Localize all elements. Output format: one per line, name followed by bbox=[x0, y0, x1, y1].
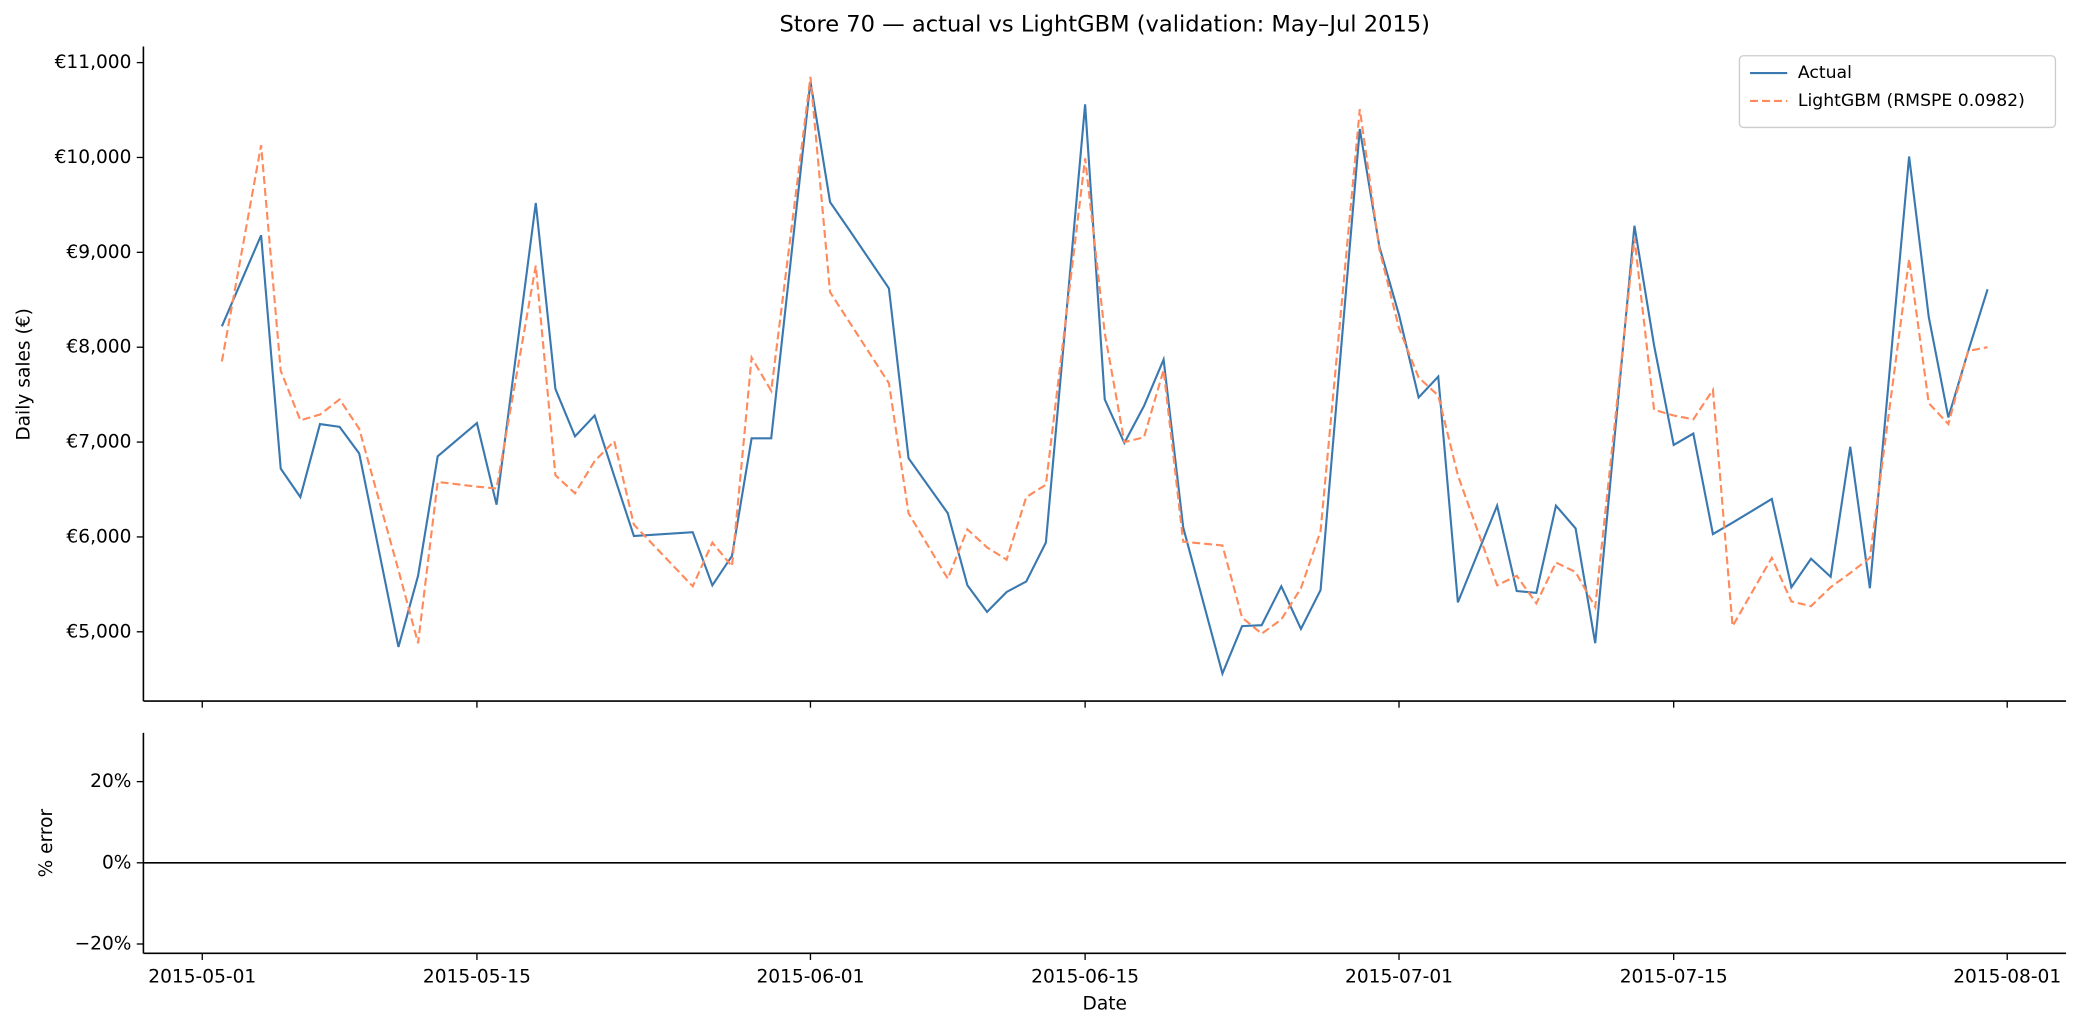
legend-label: Actual bbox=[1798, 63, 1852, 83]
y-tick-label: €10,000 bbox=[55, 147, 132, 168]
y-tick-label: −20% bbox=[75, 933, 132, 954]
y-axis-label: % error bbox=[36, 809, 57, 878]
chart-title: Store 70 — actual vs LightGBM (validatio… bbox=[779, 12, 1429, 38]
y-tick-label: 20% bbox=[90, 771, 131, 792]
x-tick-label: 2015-06-15 bbox=[1031, 967, 1139, 988]
series-line bbox=[220, 81, 1989, 677]
x-tick-label: 2015-07-01 bbox=[1345, 967, 1453, 988]
y-axis-label: Daily sales (€) bbox=[13, 308, 34, 440]
x-tick-label: 2015-05-15 bbox=[423, 967, 531, 988]
x-tick-label: 2015-07-15 bbox=[1620, 967, 1728, 988]
x-tick-label: 2015-06-01 bbox=[756, 967, 864, 988]
y-tick-label: €8,000 bbox=[66, 337, 131, 358]
legend-box bbox=[1738, 55, 2057, 129]
x-axis-label: Date bbox=[1083, 993, 1127, 1014]
y-tick-label: €5,000 bbox=[66, 621, 131, 642]
y-tick-label: €6,000 bbox=[66, 526, 131, 547]
y-tick-label: 0% bbox=[102, 852, 131, 873]
y-tick-label: €11,000 bbox=[55, 52, 132, 73]
y-tick-label: €7,000 bbox=[66, 432, 131, 453]
x-tick-label: 2015-08-01 bbox=[1953, 967, 2061, 988]
legend: Actual LightGBM (RMSPE 0.0982) bbox=[1738, 55, 2057, 129]
series-line bbox=[220, 76, 1988, 644]
y-tick-label: €9,000 bbox=[66, 242, 131, 263]
legend-label: LightGBM (RMSPE 0.0982) bbox=[1798, 91, 2025, 111]
x-tick-label: 2015-05-01 bbox=[148, 967, 256, 988]
